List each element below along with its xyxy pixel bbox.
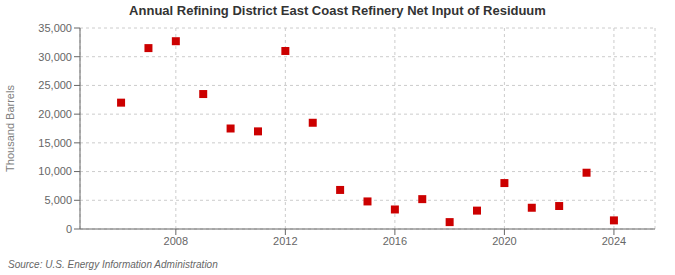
svg-text:2008: 2008	[164, 235, 188, 247]
svg-text:25,000: 25,000	[38, 79, 72, 91]
html-text:Annual Refining District East: Annual Refining District East Coast Refi…	[129, 3, 546, 18]
svg-text:2012: 2012	[273, 235, 297, 247]
svg-text:2024: 2024	[602, 235, 626, 247]
svg-text:35,000: 35,000	[38, 22, 72, 34]
svg-text:Thousand Barrels: Thousand Barrels	[8, 85, 16, 172]
svg-text:5,000: 5,000	[44, 194, 72, 206]
svg-text:30,000: 30,000	[38, 51, 72, 63]
html-text:Source: U.S. Energy Informatio: Source: U.S. Energy Information Administ…	[8, 259, 218, 270]
svg-text:20,000: 20,000	[38, 108, 72, 120]
svg-text:2020: 2020	[492, 235, 516, 247]
svg-text:15,000: 15,000	[38, 137, 72, 149]
svg-text:2016: 2016	[383, 235, 407, 247]
svg-text:0: 0	[66, 223, 72, 235]
svg-text:10,000: 10,000	[38, 165, 72, 177]
